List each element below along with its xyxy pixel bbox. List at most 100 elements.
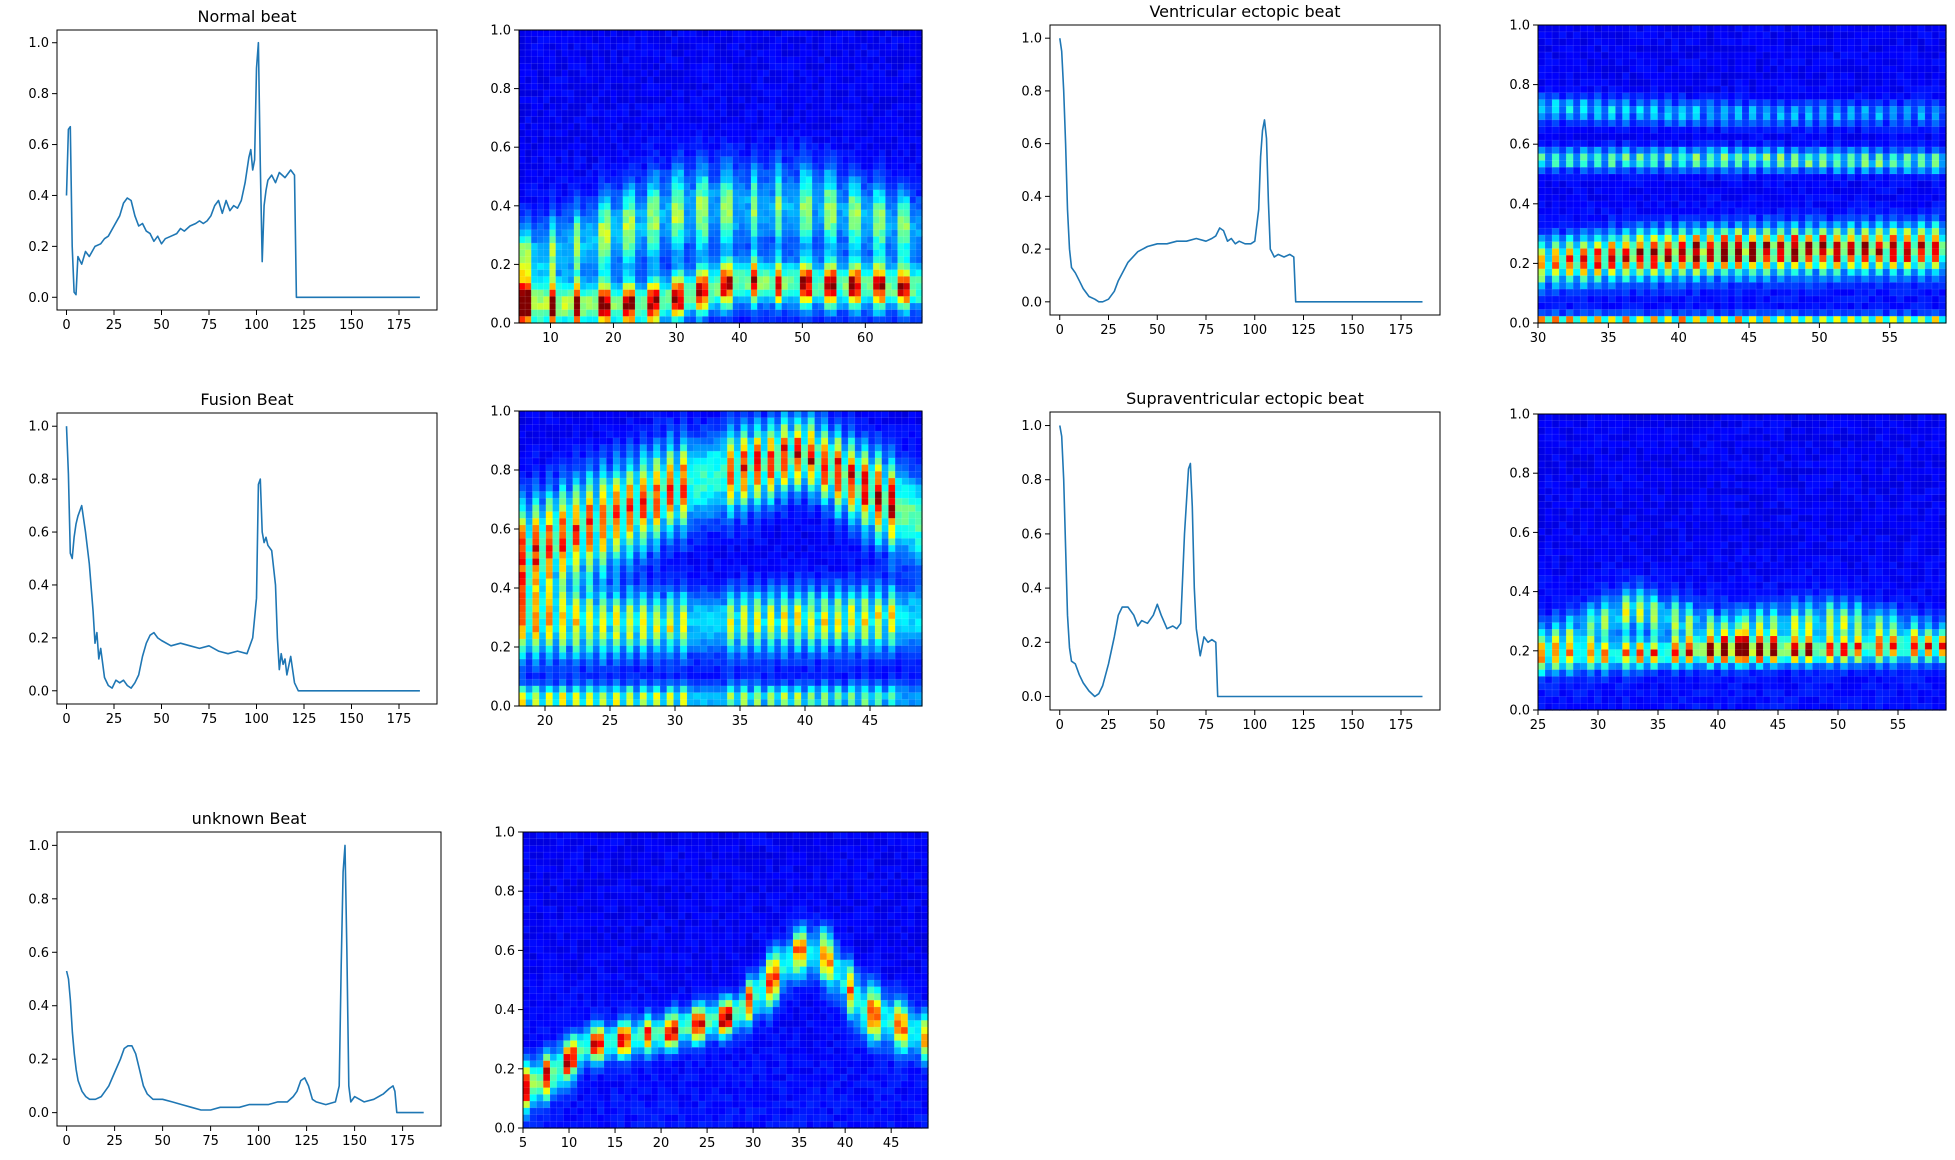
heatmap-cell	[622, 163, 630, 171]
heatmap-cell	[604, 96, 612, 104]
heatmap-cell	[671, 223, 679, 231]
heatmap-cell	[604, 243, 612, 251]
heatmap-cell	[1742, 234, 1750, 243]
heatmap-cell	[1727, 201, 1736, 209]
heatmap-cell	[555, 276, 563, 284]
heatmap-cell	[1657, 106, 1666, 114]
heatmap-cell	[1833, 45, 1842, 53]
heatmap-cell	[787, 236, 795, 244]
heatmap-cell	[781, 169, 789, 178]
heatmap-cell	[677, 96, 685, 104]
heatmap-cell	[549, 143, 557, 151]
heatmap-cell	[1734, 174, 1743, 182]
heatmap-cell	[891, 229, 899, 238]
heatmap-cell	[1706, 52, 1715, 60]
heatmap-cell	[555, 89, 563, 98]
heatmap-cell	[1622, 316, 1631, 324]
heatmap-cell	[525, 183, 532, 191]
heatmap-cell	[659, 149, 667, 158]
heatmap-cell	[525, 136, 532, 144]
heatmap-cell	[702, 43, 709, 51]
heatmap-cell	[702, 243, 709, 251]
heatmap-cell	[702, 203, 709, 211]
heatmap-cell	[1601, 282, 1609, 290]
heatmap-cell	[1650, 316, 1659, 324]
heatmap-cell	[1699, 214, 1708, 223]
heatmap-cell	[744, 89, 752, 98]
heatmap-cell	[744, 56, 752, 64]
heatmap-cell	[812, 63, 819, 71]
heatmap-cell	[1552, 234, 1560, 243]
heatmap-cell	[635, 263, 642, 271]
heatmap-cell	[1587, 133, 1595, 141]
heatmap-cell	[897, 209, 905, 218]
heatmap-cell	[879, 223, 886, 231]
heatmap-cell	[1720, 160, 1729, 168]
heatmap-cell	[635, 223, 642, 231]
heatmap-cell	[549, 109, 557, 118]
heatmap-cell	[1601, 25, 1609, 33]
heatmap-cell	[1615, 295, 1624, 304]
heatmap-cell	[757, 249, 764, 258]
heatmap-cell	[732, 189, 740, 198]
heatmap-cell	[738, 116, 746, 124]
heatmap-cell	[818, 176, 825, 184]
heatmap-cell	[830, 216, 838, 224]
heatmap-cell	[677, 269, 685, 277]
heatmap-cell	[1601, 126, 1609, 134]
heatmap-cell	[824, 203, 832, 211]
heatmap-cell	[586, 189, 593, 198]
heatmap-cell	[1720, 302, 1729, 311]
heatmap-cell	[836, 63, 844, 71]
heatmap-cell	[714, 236, 722, 244]
heatmap-cell	[738, 129, 746, 138]
heatmap-cell	[1727, 160, 1736, 168]
heatmap-cell	[1826, 255, 1835, 263]
heatmap-cell	[903, 143, 911, 151]
heatmap-cell	[903, 149, 911, 158]
heatmap-cell	[1819, 174, 1828, 182]
heatmap-cell	[824, 196, 832, 204]
heatmap-cell	[1791, 214, 1799, 223]
heatmap-cell	[885, 229, 893, 238]
heatmap-cell	[744, 183, 752, 191]
heatmap-cell	[1657, 133, 1666, 141]
heatmap-cell	[812, 236, 819, 244]
heatmap-cell	[1692, 133, 1701, 141]
heatmap-cell	[1545, 255, 1553, 263]
heatmap-cell	[641, 263, 648, 271]
heatmap-cell	[555, 143, 563, 151]
heatmap-cell	[1742, 282, 1750, 290]
heatmap-cell	[879, 189, 886, 198]
heatmap-cell	[702, 249, 709, 258]
heatmap-cell	[1608, 214, 1616, 223]
heatmap-cell	[799, 289, 807, 297]
heatmap-cell	[1720, 201, 1729, 209]
heatmap-cell	[1706, 302, 1715, 311]
heatmap-cell	[525, 189, 532, 198]
heatmap-cell	[873, 296, 880, 304]
heatmap-cell	[622, 149, 630, 158]
heatmap-cell	[616, 283, 624, 291]
heatmap-cell	[561, 109, 569, 118]
heatmap-cell	[1692, 160, 1701, 168]
heatmap-cell	[1678, 31, 1687, 40]
heatmap-cell	[805, 203, 813, 211]
heatmap-cell	[1699, 248, 1708, 256]
heatmap-cell	[1608, 72, 1616, 80]
heatmap-cell	[519, 316, 526, 324]
heatmap-cell	[641, 30, 648, 38]
heatmap-cell	[1692, 146, 1701, 155]
heatmap-cell	[610, 109, 618, 118]
heatmap-cell	[854, 223, 862, 231]
heatmap-cell	[830, 43, 838, 51]
heatmap-cell	[653, 149, 661, 158]
heatmap-cell	[580, 143, 587, 151]
heatmap-cell	[1727, 99, 1736, 107]
heatmap-cell	[659, 43, 667, 51]
heatmap-cell	[1566, 133, 1574, 141]
heatmap-cell	[1784, 316, 1792, 324]
heatmap-cell	[1671, 99, 1680, 107]
heatmap-cell	[781, 176, 789, 184]
heatmap-cell	[720, 116, 728, 124]
